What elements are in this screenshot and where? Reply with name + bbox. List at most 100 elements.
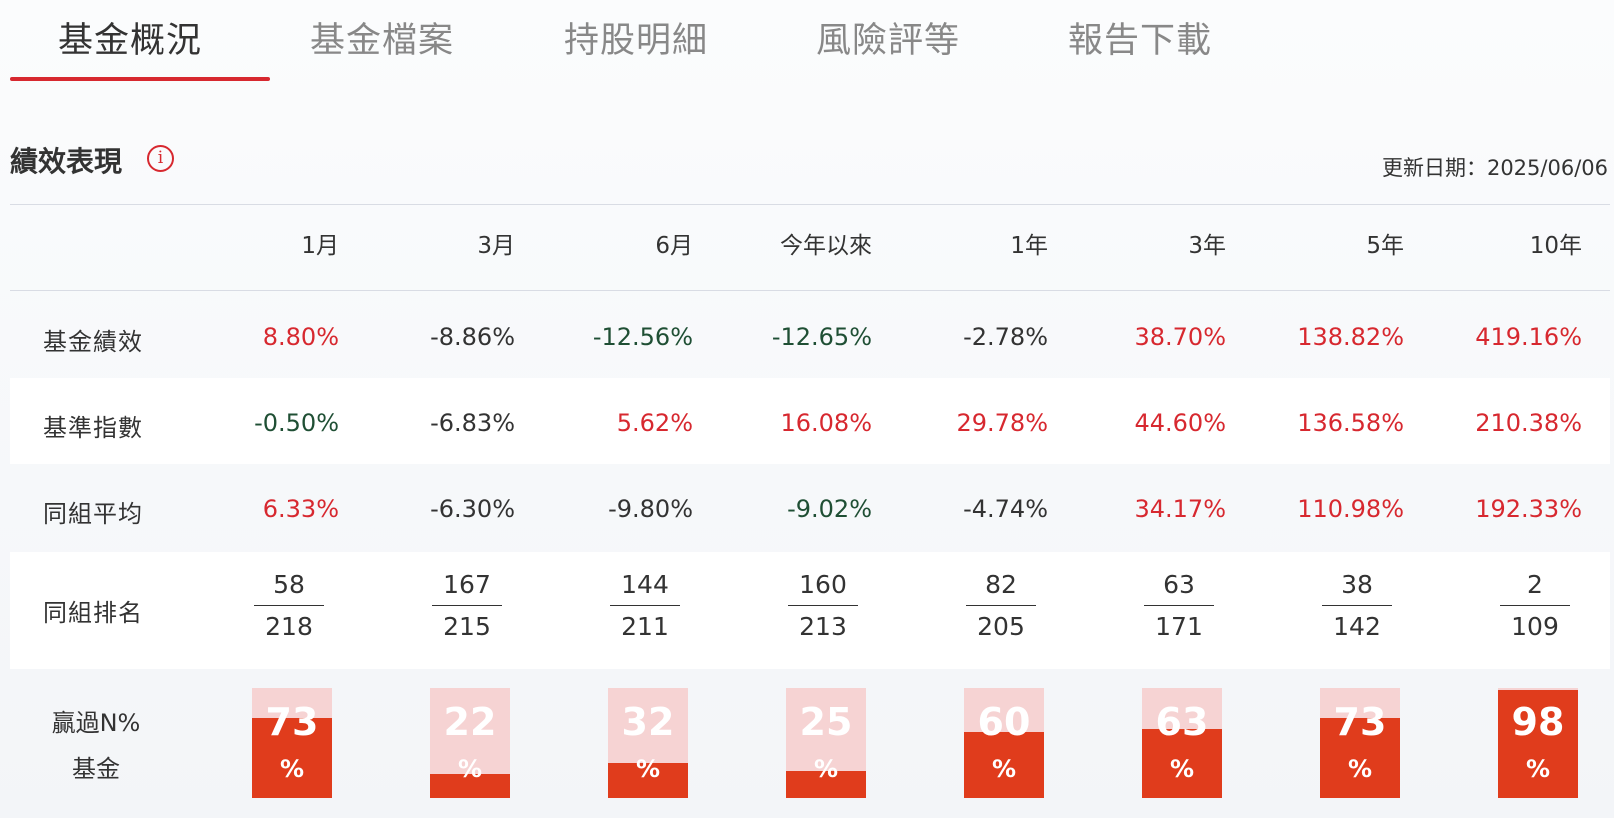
- benchmark-value-10y: 210.38%: [1475, 409, 1582, 437]
- info-icon[interactable]: i: [147, 145, 174, 172]
- beat-value: 25: [799, 700, 853, 744]
- fund-value-1m: 8.80%: [262, 323, 339, 351]
- beat-pct-10y: 98%: [1498, 688, 1578, 798]
- beat-pct-ytd: 25%: [786, 688, 866, 798]
- fraction-bar: [432, 605, 502, 606]
- update-date-label: 更新日期：: [1381, 156, 1487, 180]
- benchmark-value-ytd: 16.08%: [780, 409, 872, 437]
- beat-percent-sign: %: [635, 755, 661, 783]
- peer-rank-5y: 38 142: [1322, 567, 1392, 646]
- tab-fund-profile[interactable]: 基金檔案: [310, 21, 455, 61]
- fraction-bar: [1144, 605, 1214, 606]
- tab-risk-rating[interactable]: 風險評等: [816, 21, 961, 61]
- peer-rank-number: 82: [985, 570, 1017, 599]
- col-head-3y: 3年: [1188, 233, 1226, 259]
- beat-pct-5y: 73%: [1320, 688, 1400, 798]
- beat-percent-sign: %: [991, 755, 1017, 783]
- beat-value: 63: [1155, 700, 1209, 744]
- fund-value-ytd: -12.65%: [771, 323, 872, 351]
- beat-percent-sign: %: [1525, 755, 1551, 783]
- peer-rank-1y: 82 205: [966, 567, 1036, 646]
- beat-value: 60: [977, 700, 1031, 744]
- peer-rank-number: 144: [621, 570, 669, 599]
- row-band-peer-rank: [10, 552, 1610, 669]
- peer-avg-value-5y: 110.98%: [1297, 495, 1404, 523]
- col-head-5y: 5年: [1366, 233, 1404, 259]
- tab-bar: 基金概況 基金檔案 持股明細 風險評等 報告下載: [10, 0, 1614, 84]
- beat-fill: [964, 732, 1044, 798]
- col-head-6m: 6月: [655, 233, 693, 259]
- tab-report-download[interactable]: 報告下載: [1068, 21, 1213, 61]
- peer-rank-total: 109: [1511, 612, 1559, 641]
- peer-rank-number: 167: [443, 570, 491, 599]
- peer-rank-total: 171: [1155, 612, 1203, 641]
- benchmark-value-3m: -6.83%: [430, 409, 515, 437]
- row-label-peer-avg: 同組平均: [43, 500, 143, 528]
- row-label-fund: 基金績效: [43, 328, 143, 356]
- col-head-1y: 1年: [1010, 233, 1048, 259]
- row-label-benchmark: 基準指數: [43, 414, 143, 442]
- active-tab-indicator: [10, 77, 270, 81]
- fraction-bar: [966, 605, 1036, 606]
- peer-rank-3y: 63 171: [1144, 567, 1214, 646]
- update-date: 更新日期：2025/06/06: [1382, 152, 1608, 182]
- beat-fill: [1498, 690, 1578, 798]
- peer-avg-value-10y: 192.33%: [1475, 495, 1582, 523]
- fraction-bar: [788, 605, 858, 606]
- fund-value-10y: 419.16%: [1475, 323, 1582, 351]
- table-top-divider: [10, 204, 1610, 205]
- fund-value-5y: 138.82%: [1297, 323, 1404, 351]
- fund-value-1y: -2.78%: [963, 323, 1048, 351]
- beat-percent-sign: %: [457, 755, 483, 783]
- peer-avg-value-1y: -4.74%: [963, 495, 1048, 523]
- fraction-bar: [610, 605, 680, 606]
- peer-rank-10y: 2 109: [1500, 567, 1570, 646]
- peer-rank-3m: 167 215: [432, 567, 502, 646]
- peer-rank-number: 63: [1163, 570, 1195, 599]
- fund-value-3m: -8.86%: [430, 323, 515, 351]
- beat-percent-sign: %: [1347, 755, 1373, 783]
- peer-avg-value-3y: 34.17%: [1134, 495, 1226, 523]
- benchmark-value-1m: -0.50%: [254, 409, 339, 437]
- tab-holdings[interactable]: 持股明細: [564, 21, 709, 61]
- beat-percent-sign: %: [1169, 755, 1195, 783]
- peer-rank-1m: 58 218: [254, 567, 324, 646]
- beat-fill: [1320, 717, 1400, 798]
- peer-rank-total: 205: [977, 612, 1025, 641]
- row-label-beat-line1: 贏過N%: [51, 709, 141, 737]
- peer-avg-value-ytd: -9.02%: [787, 495, 872, 523]
- beat-pct-3m: 22%: [430, 688, 510, 798]
- benchmark-value-1y: 29.78%: [956, 409, 1048, 437]
- row-label-beat: 贏過N% 基金: [46, 700, 146, 792]
- beat-fill: [1142, 728, 1222, 798]
- fraction-bar: [1500, 605, 1570, 606]
- beat-value: 32: [621, 700, 675, 744]
- beat-fill: [608, 762, 688, 798]
- row-label-peer-rank: 同組排名: [43, 599, 143, 627]
- row-label-beat-line2: 基金: [72, 755, 120, 783]
- peer-rank-total: 218: [265, 612, 313, 641]
- col-head-3m: 3月: [477, 233, 515, 259]
- beat-value: 73: [265, 700, 319, 744]
- beat-pct-6m: 32%: [608, 688, 688, 798]
- update-date-value: 2025/06/06: [1486, 156, 1608, 180]
- col-head-ytd: 今年以來: [780, 233, 872, 259]
- peer-rank-6m: 144 211: [610, 567, 680, 646]
- col-head-1m: 1月: [301, 233, 339, 259]
- benchmark-value-6m: 5.62%: [616, 409, 693, 437]
- beat-value: 73: [1333, 700, 1387, 744]
- header-divider: [10, 290, 1610, 291]
- benchmark-value-5y: 136.58%: [1297, 409, 1404, 437]
- peer-rank-total: 142: [1333, 612, 1381, 641]
- beat-pct-1m: 73%: [252, 688, 332, 798]
- fraction-bar: [1322, 605, 1392, 606]
- peer-avg-value-3m: -6.30%: [430, 495, 515, 523]
- peer-rank-total: 211: [621, 612, 669, 641]
- col-head-10y: 10年: [1529, 233, 1582, 259]
- fund-value-3y: 38.70%: [1134, 323, 1226, 351]
- peer-avg-value-1m: 6.33%: [262, 495, 339, 523]
- tab-fund-overview[interactable]: 基金概況: [58, 21, 203, 61]
- benchmark-value-3y: 44.60%: [1134, 409, 1226, 437]
- peer-rank-ytd: 160 213: [788, 567, 858, 646]
- peer-rank-number: 38: [1341, 570, 1373, 599]
